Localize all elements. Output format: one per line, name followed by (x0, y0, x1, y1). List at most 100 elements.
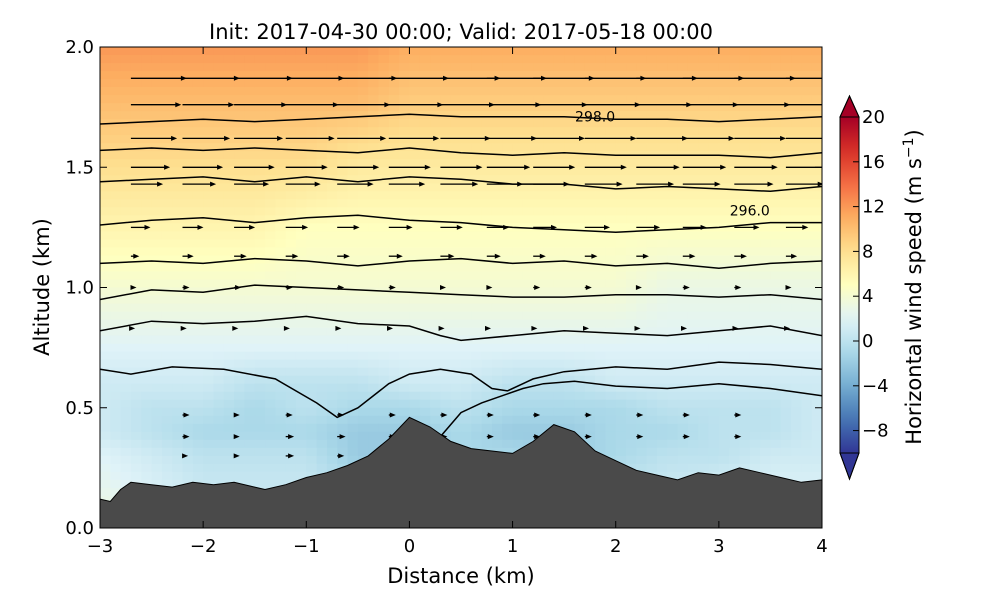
field-cell (265, 447, 276, 457)
field-cell (244, 287, 256, 297)
field-cell (533, 135, 545, 144)
field-cell (687, 311, 699, 321)
field-cell (656, 431, 668, 441)
field-cell (326, 455, 338, 465)
field-cell (553, 343, 565, 353)
field-cell (533, 239, 545, 249)
field-cell (265, 223, 276, 232)
field-cell (285, 447, 297, 457)
field-cell (244, 183, 256, 192)
field-cell (275, 223, 287, 232)
field-cell (471, 79, 483, 88)
field-cell (646, 407, 658, 417)
field-cell (295, 375, 307, 385)
field-cell (347, 151, 359, 160)
field-cell (780, 399, 792, 409)
wind-vector-head (585, 412, 592, 418)
field-cell (760, 71, 772, 80)
field-cell (100, 367, 111, 377)
field-cell (203, 399, 215, 409)
field-cell (636, 367, 648, 377)
field-cell (316, 383, 328, 393)
field-cell (564, 191, 576, 200)
field-cell (223, 295, 235, 305)
field-cell (739, 383, 751, 393)
field-cell (172, 271, 184, 281)
field-cell (677, 391, 689, 401)
field-cell (626, 87, 637, 96)
field-cell (347, 119, 359, 128)
field-cell (687, 215, 699, 224)
field-cell (130, 79, 142, 88)
field-cell (337, 119, 349, 128)
field-cell (265, 351, 276, 361)
wind-vector-head (830, 136, 836, 141)
field-cell (388, 423, 400, 433)
field-cell (729, 111, 741, 120)
field-cell (718, 87, 730, 96)
field-cell (491, 231, 503, 240)
field-cell (801, 279, 813, 289)
field-cell (677, 471, 689, 481)
field-cell (698, 135, 710, 144)
field-cell (419, 175, 431, 184)
field-cell (718, 423, 730, 433)
field-cell (430, 311, 441, 321)
field-cell (213, 191, 225, 200)
wind-vector-head (821, 164, 822, 170)
field-cell (172, 87, 184, 96)
field-cell (337, 255, 349, 265)
field-cell (584, 287, 596, 297)
field-cell (533, 415, 545, 425)
field-cell (275, 183, 287, 192)
field-cell (605, 111, 617, 120)
field-cell (605, 359, 617, 369)
field-cell (522, 183, 534, 192)
field-cell (522, 319, 534, 329)
field-cell (481, 423, 493, 433)
field-cell (667, 175, 679, 184)
field-cell (244, 231, 256, 240)
field-cell (130, 423, 142, 433)
field-cell (409, 183, 421, 192)
field-cell (760, 143, 772, 152)
field-cell (564, 271, 576, 281)
field-cell (244, 351, 256, 361)
field-cell (347, 207, 359, 216)
field-cell (584, 95, 596, 104)
wind-vector-head (157, 181, 164, 187)
field-cell (295, 55, 307, 64)
field-cell (677, 455, 689, 465)
field-cell (254, 151, 266, 160)
field-cell (254, 79, 266, 88)
field-cell (605, 391, 617, 401)
field-cell (718, 383, 730, 393)
field-cell (141, 287, 153, 297)
field-cell (615, 95, 627, 104)
field-cell (811, 263, 822, 273)
field-cell (295, 359, 307, 369)
field-cell (471, 215, 483, 224)
field-cell (357, 359, 369, 369)
field-cell (244, 463, 256, 473)
field-cell (481, 319, 493, 329)
field-cell (285, 263, 297, 273)
field-cell (471, 239, 483, 249)
field-cell (780, 439, 792, 449)
field-cell (357, 159, 369, 168)
field-cell (130, 263, 142, 273)
field-cell (223, 207, 235, 216)
field-cell (636, 287, 648, 297)
field-cell (811, 335, 822, 345)
field-cell (223, 111, 235, 120)
wind-vector-head (784, 325, 791, 331)
field-cell (388, 183, 400, 192)
field-cell (749, 119, 761, 128)
field-cell (130, 119, 142, 128)
field-cell (718, 207, 730, 216)
field-cell (574, 391, 586, 401)
field-cell (533, 199, 545, 208)
field-cell (306, 431, 318, 441)
field-cell (718, 71, 730, 80)
isentrope-line (100, 257, 822, 270)
